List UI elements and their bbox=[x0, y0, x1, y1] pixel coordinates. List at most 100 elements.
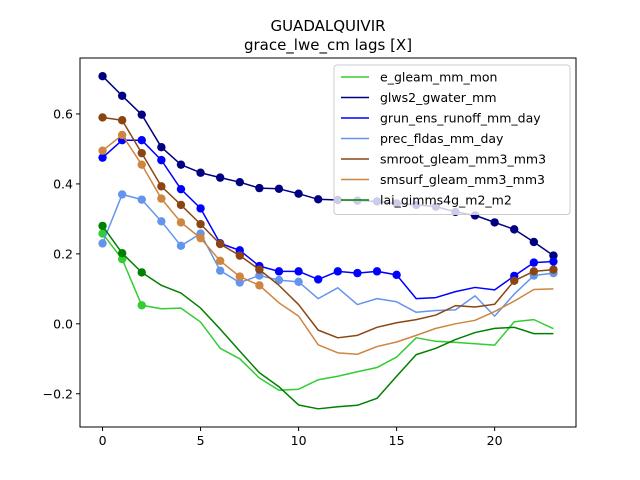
data-point-glws2_gwater_mm-8 bbox=[255, 183, 264, 193]
legend-label: e_gleam_mm_mon bbox=[380, 70, 497, 85]
data-point-smsurf_gleam_mm3_mm3-4 bbox=[176, 218, 186, 227]
data-point-grun_ens_runoff_mm_day-9 bbox=[274, 267, 284, 276]
legend-label: prec_fldas_mm_day bbox=[380, 131, 504, 146]
data-point-glws2_gwater_mm-6 bbox=[215, 173, 225, 182]
legend-label: grun_ens_runoff_mm_day bbox=[380, 111, 541, 126]
x-tick-label: 20 bbox=[487, 433, 503, 448]
data-point-e_gleam_mm_mon-0 bbox=[98, 229, 107, 238]
data-point-prec_fldas_mm_day-8 bbox=[255, 271, 264, 280]
y-tick-label: 0.2 bbox=[53, 246, 73, 261]
data-point-smsurf_gleam_mm3_mm3-0 bbox=[98, 146, 107, 155]
series-line-smsurf_gleam_mm3_mm3 bbox=[102, 134, 554, 355]
series-line-e_gleam_mm_mon bbox=[101, 233, 554, 392]
y-tick-label: 0.0 bbox=[53, 316, 73, 331]
x-tick-label: 10 bbox=[291, 433, 307, 448]
data-point-smsurf_gleam_mm3_mm3-6 bbox=[215, 256, 225, 266]
data-point-prec_fldas_mm_day-7 bbox=[235, 278, 244, 287]
legend-entry-smroot_gleam_mm3_mm3: smroot_gleam_mm3_mm3 bbox=[341, 152, 546, 167]
data-point-smroot_gleam_mm3_mm3-22 bbox=[529, 267, 539, 276]
data-point-glws2_gwater_mm-0 bbox=[98, 71, 107, 81]
data-point-e_gleam_mm_mon-2 bbox=[137, 301, 146, 310]
data-point-grun_ens_runoff_mm_day-12 bbox=[333, 267, 342, 276]
chart-title: GUADALQUIVIR bbox=[270, 17, 385, 35]
data-point-smsurf_gleam_mm3_mm3-1 bbox=[117, 130, 127, 140]
series-line-smroot_gleam_mm3_mm3 bbox=[102, 116, 554, 339]
series-lai_gimms4g_m2_m2 bbox=[98, 221, 554, 410]
chart-subtitle: grace_lwe_cm lags [X] bbox=[244, 36, 412, 55]
data-point-grun_ens_runoff_mm_day-3 bbox=[157, 155, 166, 165]
legend-entry-smsurf_gleam_mm3_mm3: smsurf_gleam_mm3_mm3 bbox=[341, 172, 545, 187]
data-point-glws2_gwater_mm-11 bbox=[314, 195, 323, 204]
data-point-smroot_gleam_mm3_mm3-7 bbox=[235, 251, 244, 260]
series-layer bbox=[98, 71, 558, 410]
data-point-smsurf_gleam_mm3_mm3-5 bbox=[196, 233, 205, 243]
data-point-prec_fldas_mm_day-6 bbox=[215, 266, 225, 275]
legend-entry-glws2_gwater_mm: glws2_gwater_mm bbox=[341, 90, 497, 105]
y-tick-label: 0.6 bbox=[53, 106, 73, 121]
series-prec_fldas_mm_day bbox=[98, 190, 558, 317]
data-point-glws2_gwater_mm-5 bbox=[196, 168, 205, 177]
data-point-smroot_gleam_mm3_mm3-3 bbox=[157, 182, 166, 191]
data-point-lai_gimms4g_m2_m2-0 bbox=[98, 221, 107, 231]
data-point-prec_fldas_mm_day-2 bbox=[137, 195, 146, 204]
data-point-grun_ens_runoff_mm_day-15 bbox=[392, 270, 401, 280]
data-point-smroot_gleam_mm3_mm3-8 bbox=[255, 265, 264, 274]
data-point-grun_ens_runoff_mm_day-14 bbox=[372, 267, 382, 276]
data-point-glws2_gwater_mm-3 bbox=[157, 142, 166, 152]
data-point-glws2_gwater_mm-23 bbox=[549, 251, 558, 260]
x-tick-label: 15 bbox=[389, 433, 405, 448]
legend-label: lai_gimms4g_m2_m2 bbox=[380, 193, 512, 208]
data-point-grun_ens_runoff_mm_day-22 bbox=[529, 258, 539, 267]
data-point-smroot_gleam_mm3_mm3-0 bbox=[98, 113, 107, 122]
legend-label: glws2_gwater_mm bbox=[380, 90, 497, 105]
data-point-grun_ens_runoff_mm_day-5 bbox=[196, 204, 205, 213]
legend-entry-e_gleam_mm_mon: e_gleam_mm_mon bbox=[341, 70, 497, 85]
data-point-smsurf_gleam_mm3_mm3-3 bbox=[157, 194, 166, 203]
legend-label: smsurf_gleam_mm3_mm3 bbox=[380, 172, 545, 187]
data-point-glws2_gwater_mm-21 bbox=[510, 225, 519, 234]
data-point-prec_fldas_mm_day-4 bbox=[176, 241, 186, 251]
x-tick-label: 0 bbox=[99, 433, 107, 448]
data-point-grun_ens_runoff_mm_day-13 bbox=[353, 268, 362, 278]
data-point-smroot_gleam_mm3_mm3-1 bbox=[117, 116, 127, 125]
legend-box bbox=[333, 64, 571, 215]
data-point-grun_ens_runoff_mm_day-10 bbox=[294, 267, 303, 276]
data-point-e_gleam_mm_mon-1 bbox=[117, 254, 127, 264]
data-point-smsurf_gleam_mm3_mm3-7 bbox=[235, 272, 244, 281]
legend-entry-grun_ens_runoff_mm_day: grun_ens_runoff_mm_day bbox=[341, 111, 541, 126]
legend-entry-lai_gimms4g_m2_m2: lai_gimms4g_m2_m2 bbox=[341, 193, 512, 208]
x-tick-label: 5 bbox=[197, 433, 205, 448]
data-point-lai_gimms4g_m2_m2-2 bbox=[137, 268, 146, 277]
data-point-prec_fldas_mm_day-0 bbox=[98, 239, 107, 248]
data-point-grun_ens_runoff_mm_day-2 bbox=[137, 135, 146, 145]
data-point-glws2_gwater_mm-10 bbox=[294, 189, 303, 198]
data-point-lai_gimms4g_m2_m2-1 bbox=[117, 248, 127, 258]
legend-entry-prec_fldas_mm_day: prec_fldas_mm_day bbox=[341, 131, 504, 146]
data-point-smroot_gleam_mm3_mm3-23 bbox=[549, 265, 558, 274]
data-point-glws2_gwater_mm-22 bbox=[529, 237, 539, 247]
data-point-glws2_gwater_mm-4 bbox=[176, 160, 186, 169]
data-point-glws2_gwater_mm-1 bbox=[117, 91, 127, 100]
y-tick-label: −0.2 bbox=[43, 386, 73, 401]
data-point-smsurf_gleam_mm3_mm3-8 bbox=[255, 281, 264, 290]
data-point-smroot_gleam_mm3_mm3-2 bbox=[137, 148, 146, 158]
series-line-lai_gimms4g_m2_m2 bbox=[101, 225, 554, 410]
series-e_gleam_mm_mon bbox=[98, 229, 554, 392]
series-line-prec_fldas_mm_day bbox=[101, 193, 554, 317]
data-point-glws2_gwater_mm-7 bbox=[235, 177, 244, 187]
series-smroot_gleam_mm3_mm3 bbox=[98, 113, 558, 339]
data-point-glws2_gwater_mm-20 bbox=[490, 218, 499, 227]
data-point-grun_ens_runoff_mm_day-0 bbox=[98, 153, 107, 162]
data-point-prec_fldas_mm_day-9 bbox=[274, 275, 284, 285]
plot-frame bbox=[79, 57, 577, 428]
data-point-prec_fldas_mm_day-3 bbox=[157, 217, 166, 226]
series-smsurf_gleam_mm3_mm3 bbox=[98, 130, 554, 355]
data-point-grun_ens_runoff_mm_day-23 bbox=[549, 257, 558, 266]
data-point-grun_ens_runoff_mm_day-4 bbox=[176, 184, 186, 194]
data-point-smroot_gleam_mm3_mm3-21 bbox=[510, 276, 519, 285]
data-point-glws2_gwater_mm-9 bbox=[274, 184, 284, 194]
data-point-smroot_gleam_mm3_mm3-4 bbox=[176, 200, 186, 210]
series-line-grun_ens_runoff_mm_day bbox=[102, 139, 554, 300]
data-point-smsurf_gleam_mm3_mm3-2 bbox=[137, 160, 146, 169]
